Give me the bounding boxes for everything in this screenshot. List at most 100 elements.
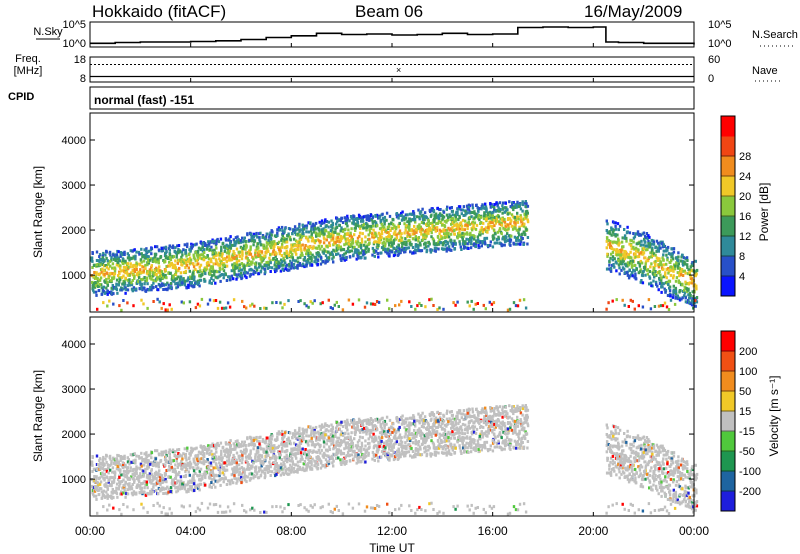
data-point: [450, 209, 454, 213]
data-point: [371, 253, 374, 257]
data-point: [222, 276, 225, 280]
data-point: [494, 221, 497, 225]
data-point: [249, 247, 252, 251]
data-point: [310, 227, 313, 231]
data-point: [423, 230, 426, 234]
data-point: [157, 465, 160, 469]
data-point: [648, 245, 651, 249]
data-point: [361, 224, 364, 228]
data-point: [261, 266, 265, 270]
data-point: [646, 259, 650, 263]
data-point: [94, 284, 98, 288]
data-point: [407, 246, 411, 250]
data-point: [183, 485, 186, 489]
data-point: [192, 262, 195, 266]
data-point: [508, 200, 511, 204]
data-point: [128, 283, 131, 287]
data-point: [305, 224, 309, 228]
data-point: [295, 228, 298, 232]
data-point: [522, 243, 525, 246]
data-point: [90, 258, 93, 262]
data-point: [227, 442, 230, 446]
freq-marker: ×: [396, 65, 401, 75]
data-point: [352, 218, 355, 222]
data-point: [324, 229, 327, 233]
data-point: [474, 227, 478, 231]
data-point: [344, 240, 348, 244]
data-point: [133, 474, 136, 477]
data-point: [192, 269, 195, 273]
data-point: [104, 468, 107, 471]
data-point: [453, 232, 456, 236]
data-point: [228, 305, 232, 309]
data-point: [672, 274, 675, 278]
data-point: [634, 246, 638, 250]
data-point: [191, 448, 194, 452]
data-point: [154, 255, 157, 258]
data-point: [97, 463, 100, 467]
data-point: [135, 261, 138, 265]
data-point: [178, 481, 182, 485]
data-point: [297, 232, 300, 236]
data-point: [164, 449, 168, 453]
nave-tick-top: 60: [708, 54, 720, 66]
data-point: [513, 235, 517, 239]
data-point: [160, 488, 163, 492]
data-point: [152, 278, 155, 282]
data-point: [644, 260, 648, 264]
data-point: [138, 272, 141, 276]
data-point: [339, 239, 343, 243]
data-point: [142, 469, 145, 473]
data-point: [149, 285, 152, 289]
data-point: [100, 496, 103, 500]
data-point: [186, 449, 189, 453]
data-point: [341, 221, 345, 224]
data-point: [459, 245, 462, 249]
data-point: [308, 235, 311, 239]
data-point: [210, 269, 213, 273]
data-point: [157, 492, 160, 496]
data-point: [241, 249, 244, 253]
data-point: [177, 448, 181, 451]
data-point: [473, 216, 476, 220]
data-point: [103, 291, 107, 295]
data-point: [146, 250, 149, 254]
data-point: [138, 491, 142, 495]
data-point: [218, 267, 222, 271]
data-point: [211, 455, 215, 459]
data-point: [495, 216, 499, 220]
data-point: [227, 275, 230, 279]
data-point: [93, 489, 97, 493]
data-point: [239, 472, 242, 476]
data-point: [102, 269, 106, 273]
data-point: [138, 287, 142, 291]
data-point: [181, 281, 184, 285]
data-point: [273, 267, 276, 271]
data-point: [211, 238, 214, 242]
data-point: [254, 253, 257, 257]
data-point: [237, 250, 240, 254]
data-point: [510, 213, 514, 217]
data-point: [146, 459, 149, 462]
data-point: [486, 211, 490, 215]
data-point: [208, 472, 211, 476]
data-point: [526, 242, 529, 246]
data-point: [258, 238, 261, 242]
data-point: [290, 246, 293, 250]
data-point: [667, 308, 671, 311]
data-point: [118, 259, 122, 263]
data-point: [637, 271, 640, 275]
data-point: [186, 462, 189, 466]
data-point: [385, 237, 389, 241]
data-point: [146, 282, 149, 286]
data-point: [311, 237, 314, 240]
data-point: [131, 269, 134, 273]
data-point: [521, 237, 524, 240]
data-point: [174, 481, 177, 485]
data-point: [96, 263, 100, 266]
data-point: [175, 277, 178, 281]
data-point: [215, 463, 218, 467]
data-point: [94, 488, 98, 492]
data-point: [299, 244, 303, 248]
data-point: [286, 234, 289, 237]
